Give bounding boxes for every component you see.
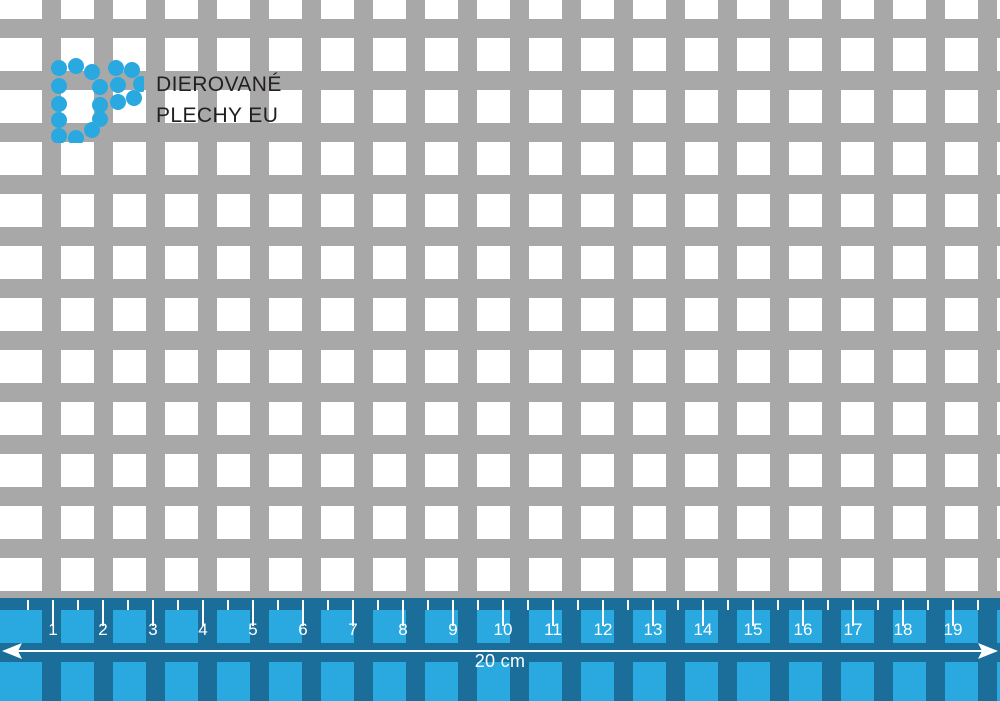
ruler-tick-label: 7 xyxy=(348,620,358,639)
ruler-tick-label: 10 xyxy=(493,620,513,639)
ruler-tick-major xyxy=(702,600,704,626)
ruler-tick-major xyxy=(302,600,304,626)
ruler-tick-labels: 1 2 3 4 5 6 7 8 9 10 11 12 13 14 15 16 17 18 19 xyxy=(0,598,1000,646)
ruler-tick-minor xyxy=(777,600,779,610)
ruler-tick-minor xyxy=(977,600,979,610)
ruler-tick-major xyxy=(852,600,854,626)
ruler-tick-label: 6 xyxy=(298,620,308,639)
ruler-tick-major xyxy=(152,600,154,626)
ruler-tick-minor xyxy=(27,600,29,610)
ruler-tick-major xyxy=(602,600,604,626)
ruler-tick-label: 13 xyxy=(643,620,663,639)
ruler-tick-label: 4 xyxy=(198,620,208,639)
ruler-tick-minor xyxy=(927,600,929,610)
ruler-tick-minor xyxy=(227,600,229,610)
ruler-tick-minor xyxy=(627,600,629,610)
ruler-tick-major xyxy=(102,600,104,626)
ruler-tick-minor xyxy=(677,600,679,610)
ruler-tick-label: 2 xyxy=(98,620,108,639)
arrow-right-icon xyxy=(978,643,998,659)
ruler-tick-minor xyxy=(477,600,479,610)
ruler-tick-major xyxy=(352,600,354,626)
ruler-tick-major xyxy=(752,600,754,626)
ruler-tick-marks xyxy=(0,598,1000,638)
ruler-tick-major xyxy=(202,600,204,626)
ruler-tick-label: 12 xyxy=(593,620,613,639)
arrow-left-icon xyxy=(2,643,22,659)
ruler-tick-minor xyxy=(177,600,179,610)
ruler-tick-label: 9 xyxy=(448,620,458,639)
ruler-tick-minor xyxy=(727,600,729,610)
span-double-arrow xyxy=(2,643,998,659)
ruler-tick-label: 11 xyxy=(544,620,562,639)
ruler-tick-major xyxy=(402,600,404,626)
ruler-tick-minor xyxy=(377,600,379,610)
ruler-tick-label: 14 xyxy=(693,620,713,639)
dp-dotted-monogram-icon xyxy=(51,58,144,143)
ruler-tick-major xyxy=(952,600,954,626)
ruler-tick-major xyxy=(802,600,804,626)
ruler-tick-major xyxy=(902,600,904,626)
ruler-tick-minor xyxy=(827,600,829,610)
brand-logo: DIEROVANÉ PLECHY EU xyxy=(48,55,338,145)
ruler-tick-major xyxy=(652,600,654,626)
ruler-tick-label: 15 xyxy=(743,620,763,639)
ruler-tick-major xyxy=(52,600,54,626)
ruler-tick-minor xyxy=(577,600,579,610)
ruler-tick-minor xyxy=(527,600,529,610)
ruler-tick-major xyxy=(552,600,554,626)
brand-logo-text: DIEROVANÉ PLECHY EU xyxy=(156,73,282,127)
ruler-span-caption: 20 cm xyxy=(474,651,526,671)
ruler-tick-label: 18 xyxy=(893,620,913,639)
ruler-tick-label: 3 xyxy=(148,620,158,639)
ruler-tick-label: 5 xyxy=(248,620,258,639)
ruler-tick-major xyxy=(502,600,504,626)
ruler-tint-holes xyxy=(0,598,1000,701)
ruler-tick-minor xyxy=(877,600,879,610)
ruler-tick-minor xyxy=(77,600,79,610)
ruler-tick-label: 1 xyxy=(48,620,58,639)
ruler-tick-minor xyxy=(427,600,429,610)
ruler-tick-label: 17 xyxy=(843,620,863,639)
ruler-tick-label: 8 xyxy=(398,620,408,639)
ruler-tick-label: 19 xyxy=(943,620,963,639)
scale-ruler-overlay: 1 2 3 4 5 6 7 8 9 10 11 12 13 14 15 16 17 18 19 20 cm xyxy=(0,598,1000,701)
ruler-tick-minor xyxy=(127,600,129,610)
ruler-tick-minor xyxy=(327,600,329,610)
ruler-tick-major xyxy=(452,600,454,626)
ruler-tick-label: 16 xyxy=(793,620,813,639)
ruler-tick-major xyxy=(252,600,254,626)
ruler-tick-minor xyxy=(277,600,279,610)
